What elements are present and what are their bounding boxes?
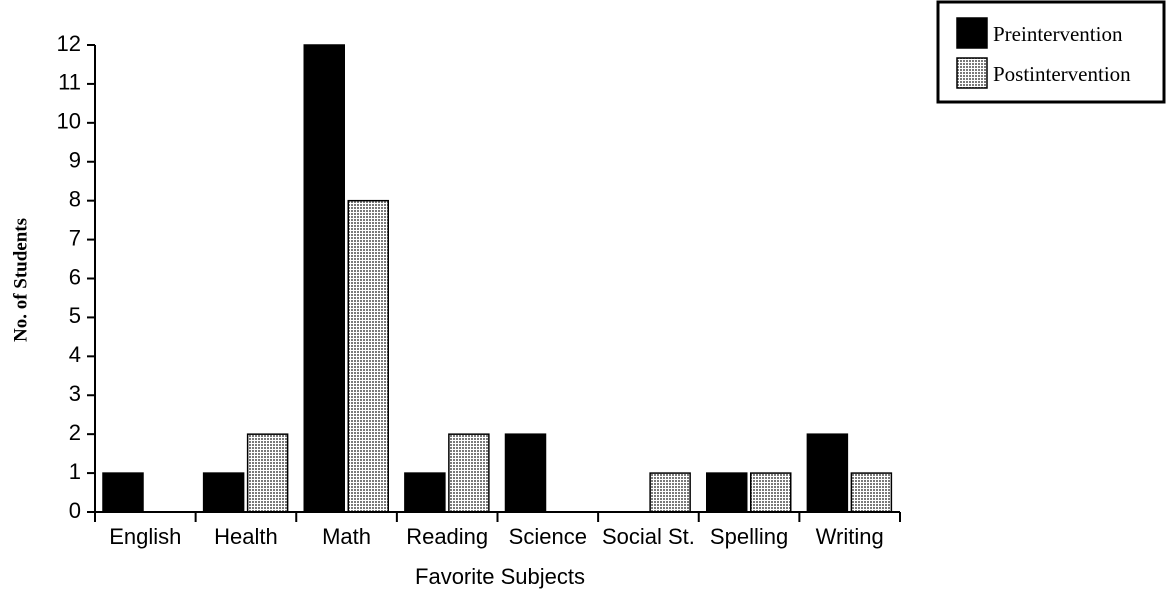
y-tick-label: 5 <box>69 303 81 328</box>
y-tick-label: 2 <box>69 420 81 445</box>
y-tick-label: 1 <box>69 459 81 484</box>
y-tick-label: 4 <box>69 342 81 367</box>
bar <box>649 472 691 513</box>
y-tick-label: 10 <box>57 109 81 134</box>
y-tick-label: 6 <box>69 264 81 289</box>
y-axis-label: No. of Students <box>10 218 31 342</box>
y-tick-label: 3 <box>69 381 81 406</box>
bar <box>706 472 748 513</box>
y-tick-label: 9 <box>69 148 81 173</box>
y-tick-label: 0 <box>69 498 81 523</box>
x-tick-label: Spelling <box>710 524 788 549</box>
legend-swatch <box>956 57 988 89</box>
bar <box>806 433 849 513</box>
x-tick-label: Social St. <box>602 524 695 549</box>
legend-label: Postintervention <box>993 62 1131 86</box>
bar <box>404 472 446 513</box>
legend-swatch <box>956 17 988 49</box>
bar <box>850 472 893 513</box>
bar <box>504 433 547 513</box>
y-tick-label: 11 <box>58 70 81 95</box>
bar <box>202 472 245 513</box>
y-tick-label: 7 <box>69 225 81 250</box>
bar <box>448 433 490 513</box>
bar <box>750 472 792 513</box>
x-tick-label: Health <box>214 524 278 549</box>
x-tick-label: English <box>109 524 181 549</box>
x-tick-label: Science <box>509 524 587 549</box>
x-tick-label: Math <box>322 524 371 549</box>
x-tick-label: Writing <box>816 524 884 549</box>
bar <box>347 199 389 513</box>
bar <box>246 433 289 513</box>
y-tick-label: 8 <box>69 186 81 211</box>
legend-label: Preintervention <box>993 22 1123 46</box>
x-tick-label: Reading <box>406 524 488 549</box>
x-axis-label: Favorite Subjects <box>415 564 585 589</box>
bar <box>303 44 345 513</box>
bar <box>102 472 144 513</box>
y-tick-label: 12 <box>57 31 81 56</box>
